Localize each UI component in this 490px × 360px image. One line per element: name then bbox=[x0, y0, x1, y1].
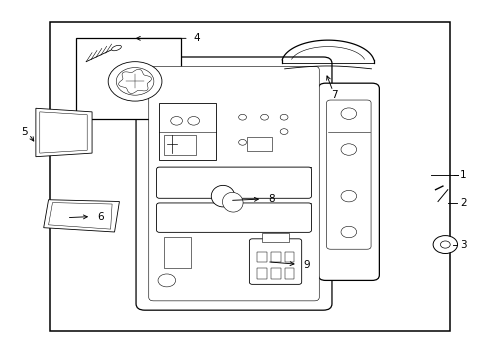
Bar bbox=[285, 252, 294, 262]
Text: 4: 4 bbox=[194, 33, 200, 42]
Bar bbox=[271, 268, 281, 279]
Bar bbox=[159, 103, 216, 160]
Circle shape bbox=[188, 117, 199, 125]
FancyBboxPatch shape bbox=[157, 203, 312, 232]
Circle shape bbox=[280, 114, 288, 120]
Bar bbox=[271, 252, 281, 262]
Text: 9: 9 bbox=[304, 260, 310, 270]
Bar bbox=[262, 233, 289, 242]
Text: 6: 6 bbox=[98, 212, 104, 221]
Circle shape bbox=[108, 62, 162, 101]
Text: 2: 2 bbox=[460, 198, 466, 208]
Bar bbox=[257, 268, 267, 279]
FancyBboxPatch shape bbox=[318, 83, 379, 280]
Circle shape bbox=[239, 139, 246, 145]
FancyBboxPatch shape bbox=[327, 100, 371, 249]
Ellipse shape bbox=[222, 192, 243, 212]
Polygon shape bbox=[36, 108, 92, 157]
FancyBboxPatch shape bbox=[249, 239, 302, 284]
Ellipse shape bbox=[211, 185, 235, 207]
Ellipse shape bbox=[112, 45, 122, 51]
Circle shape bbox=[341, 226, 357, 238]
FancyBboxPatch shape bbox=[157, 167, 312, 198]
Circle shape bbox=[116, 68, 154, 95]
FancyBboxPatch shape bbox=[149, 66, 319, 301]
Text: 8: 8 bbox=[269, 194, 275, 204]
Circle shape bbox=[280, 129, 288, 134]
Text: 1: 1 bbox=[460, 170, 466, 180]
Bar bbox=[285, 268, 294, 279]
Text: 7: 7 bbox=[331, 90, 338, 100]
Bar bbox=[164, 237, 191, 268]
Circle shape bbox=[341, 190, 357, 202]
Circle shape bbox=[341, 144, 357, 155]
Circle shape bbox=[171, 117, 182, 125]
Bar bbox=[76, 39, 181, 119]
Circle shape bbox=[261, 114, 269, 120]
Text: 5: 5 bbox=[21, 127, 27, 137]
Text: 3: 3 bbox=[460, 239, 466, 249]
Bar bbox=[257, 252, 267, 262]
Circle shape bbox=[441, 241, 450, 248]
Polygon shape bbox=[44, 200, 120, 232]
Bar bbox=[49, 22, 450, 330]
Bar bbox=[164, 135, 196, 155]
Circle shape bbox=[239, 114, 246, 120]
Bar bbox=[247, 137, 272, 151]
Circle shape bbox=[158, 274, 175, 287]
Circle shape bbox=[433, 235, 458, 253]
FancyBboxPatch shape bbox=[136, 57, 332, 310]
Circle shape bbox=[341, 108, 357, 120]
